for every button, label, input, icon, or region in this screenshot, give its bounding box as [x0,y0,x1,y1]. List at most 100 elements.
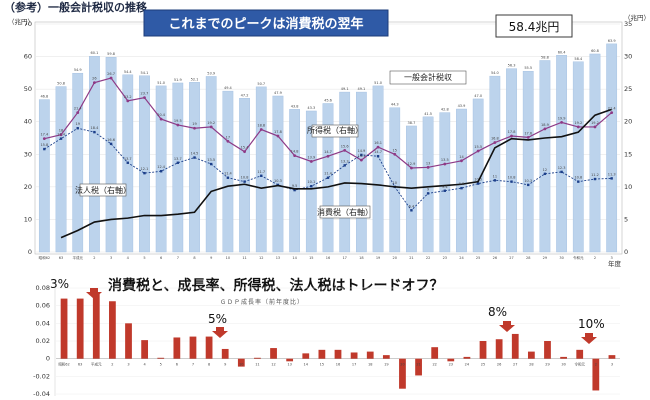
income-tax-value-label: 14 [459,155,464,159]
gdp-year-label: 令和元 [574,362,585,367]
income-tax-value-label: 17.6 [524,131,532,135]
rate-label-10pct: 10% [578,317,605,331]
gdp-bar [92,293,100,359]
gdp-tick-label: 0.02 [36,337,50,345]
gdp-bar [592,358,600,391]
corporate-tax-value-label: 12 [543,168,547,172]
income-tax-point [493,141,497,144]
income-tax-value-label: 16.1 [374,141,382,145]
consumption-tax-line [60,108,612,239]
year-tick-label: 22 [426,256,430,260]
income-tax-value-label: 18 [59,129,63,133]
gdp-year-label: 21 [416,363,420,367]
revenue-bar [38,99,50,253]
corporate-tax-point [326,176,330,179]
income-tax-point [576,125,580,129]
corporate-tax-point [126,161,129,164]
gdp-y-ticks: 0.08 0.06 0.04 0.02 0 -0.02 -0.04 [33,284,50,398]
revenue-bar [489,75,501,253]
gdp-year-label: 4 [144,363,147,367]
gdp-year-label: 17 [352,363,356,367]
revenue-bar [255,86,267,253]
income-tax-point [309,160,313,163]
year-tick-label: 4 [127,256,130,260]
income-tax-point [293,154,297,157]
revenue-bar-label: 47.2 [241,93,249,97]
gdp-bar [60,298,68,359]
gdp-bar [495,339,503,359]
revenue-bar-label: 45.6 [324,98,332,102]
gdp-bar [318,349,326,359]
income-tax-value-label: 19.2 [591,121,599,125]
corporate-tax-point [426,192,430,195]
corporate-tax-value-label: 19 [75,122,79,126]
revenue-bar-label: 50.8 [57,82,65,86]
left-tick-label: 70 [24,20,32,28]
corporate-tax-value-label: 6.4 [409,204,415,208]
income-tax-value-label: 13.5 [441,158,449,162]
revenue-bar-label: 38.7 [408,121,416,125]
corporate-tax-point [577,180,580,183]
income-tax-value-label: 23.2 [124,95,132,99]
income-tax-point [42,137,46,141]
gdp-year-label: 12 [271,363,275,367]
corporate-tax-value-label: 13.3 [341,159,349,163]
year-tick-label: 29 [543,256,547,260]
revenue-bar [572,61,584,253]
revenue-bar [172,82,184,253]
year-tick-label: 13 [276,256,280,260]
revenue-bar-label: 52.1 [191,77,199,81]
income-tax-point [93,81,96,85]
year-tick-label: 7 [177,256,179,260]
gdp-year-label: 3 [611,363,613,367]
income-tax-point [460,159,463,163]
income-tax-value-label: 19.2 [207,121,215,125]
income-tax-value-label: 19.2 [574,121,582,125]
revenue-bar [522,71,534,253]
year-tick-label: 25 [476,256,480,260]
corporate-tax-point [210,162,213,166]
year-tick-label: 6 [160,256,162,260]
gdp-tick-label: 0.04 [36,319,50,327]
corporate-tax-value-label: 10 [393,181,397,185]
gdp-year-label: 15 [320,363,324,367]
revenue-bar-label: 50.7 [257,82,265,86]
revenue-bar [55,86,67,253]
left-axis-unit: （兆円） [8,17,34,26]
income-tax-value-label: 13.9 [307,155,315,159]
revenue-bar [406,125,417,253]
income-tax-point [209,125,213,129]
gdp-bar [173,337,181,359]
income-tax-value-label: 16.8 [491,137,499,141]
corporate-tax-point [293,188,296,192]
income-tax-value-label: 15 [393,148,397,152]
corporate-tax-point [543,172,547,176]
income-tax-point [226,139,230,143]
corporate-tax-value-label: 12.4 [157,165,166,169]
gdp-year-label: 18 [368,363,372,367]
year-tick-label: 平成元 [72,255,83,260]
year-tick-label: 9 [210,256,212,260]
corporate-tax-point [476,182,480,185]
right-tick-label: 35 [624,20,632,28]
corporate-tax-value-label: 18.4 [91,126,100,130]
corporate-tax-value-label: 17.4 [57,133,66,137]
year-tick-label: 27 [509,256,513,260]
gdp-year-label: 29 [545,363,549,367]
revenue-bar-label: 43.8 [291,104,299,108]
corporate-tax-point [343,164,346,167]
corporate-tax-point [360,153,363,157]
corporate-tax-value-label: 11.7 [257,170,265,174]
revenue-bar-label: 51.0 [374,81,382,85]
gdp-year-label: 14 [304,363,309,367]
year-tick-label: 昭和62 [39,255,50,260]
gdp-year-label: 22 [432,363,436,367]
gdp-bar [415,358,422,376]
headline-text: これまでのピークは消費税の翌年 [168,16,363,32]
legend-consumption-tax: 消費税（右軸） [317,207,373,217]
gdp-year-label: 7 [192,363,194,367]
income-tax-point [610,111,614,114]
gdp-bar [109,301,116,359]
income-tax-value-label: 26 [92,77,96,81]
